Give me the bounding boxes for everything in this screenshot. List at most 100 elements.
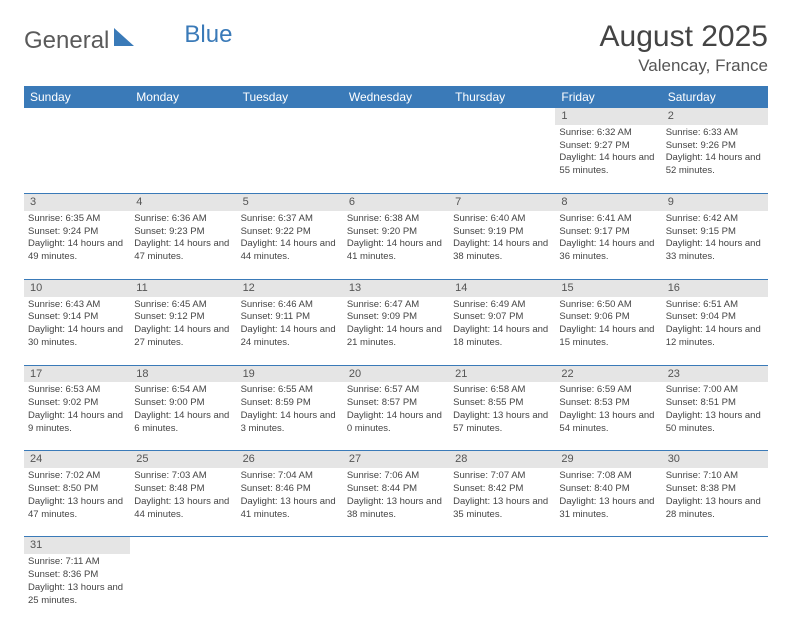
location-label: Valencay, France [600, 56, 768, 76]
day-number-row: 24252627282930 [24, 451, 768, 468]
day-number-cell: 7 [449, 193, 555, 210]
day-cell: Sunrise: 7:04 AMSunset: 8:46 PMDaylight:… [237, 468, 343, 537]
daylight-line: Daylight: 14 hours and 21 minutes. [347, 324, 445, 350]
sunset-line: Sunset: 8:40 PM [559, 483, 657, 496]
daylight-line: Daylight: 14 hours and 47 minutes. [134, 238, 232, 264]
daylight-line: Daylight: 13 hours and 28 minutes. [666, 496, 764, 522]
day-number-cell: 21 [449, 365, 555, 382]
sunrise-line: Sunrise: 6:42 AM [666, 213, 764, 226]
day-number-cell: 11 [130, 279, 236, 296]
day-cell: Sunrise: 6:57 AMSunset: 8:57 PMDaylight:… [343, 382, 449, 451]
daylight-line: Daylight: 13 hours and 41 minutes. [241, 496, 339, 522]
sunrise-line: Sunrise: 7:07 AM [453, 470, 551, 483]
day-cell: Sunrise: 7:02 AMSunset: 8:50 PMDaylight:… [24, 468, 130, 537]
daylight-line: Daylight: 13 hours and 25 minutes. [28, 582, 126, 608]
day-number-cell: 1 [555, 108, 661, 125]
day-number-cell: 8 [555, 193, 661, 210]
day-number-cell: 28 [449, 451, 555, 468]
sunset-line: Sunset: 9:12 PM [134, 311, 232, 324]
sunset-line: Sunset: 9:04 PM [666, 311, 764, 324]
sunset-line: Sunset: 8:36 PM [28, 569, 126, 582]
sunrise-line: Sunrise: 6:58 AM [453, 384, 551, 397]
sunset-line: Sunset: 8:44 PM [347, 483, 445, 496]
sunrise-line: Sunrise: 7:04 AM [241, 470, 339, 483]
sunrise-line: Sunrise: 7:00 AM [666, 384, 764, 397]
daylight-line: Daylight: 13 hours and 31 minutes. [559, 496, 657, 522]
day-number-cell: 5 [237, 193, 343, 210]
day-cell: Sunrise: 6:46 AMSunset: 9:11 PMDaylight:… [237, 297, 343, 366]
daylight-line: Daylight: 14 hours and 36 minutes. [559, 238, 657, 264]
daylight-line: Daylight: 14 hours and 55 minutes. [559, 152, 657, 178]
daylight-line: Daylight: 14 hours and 24 minutes. [241, 324, 339, 350]
sunrise-line: Sunrise: 6:32 AM [559, 127, 657, 140]
sunrise-line: Sunrise: 6:51 AM [666, 299, 764, 312]
day-number-cell: 10 [24, 279, 130, 296]
sunrise-line: Sunrise: 6:37 AM [241, 213, 339, 226]
sunrise-line: Sunrise: 6:49 AM [453, 299, 551, 312]
day-number-cell: 23 [662, 365, 768, 382]
day-number-cell: 16 [662, 279, 768, 296]
sunrise-line: Sunrise: 6:54 AM [134, 384, 232, 397]
day-number-cell: 18 [130, 365, 236, 382]
sunset-line: Sunset: 8:38 PM [666, 483, 764, 496]
day-header: Thursday [449, 86, 555, 108]
sunrise-line: Sunrise: 6:33 AM [666, 127, 764, 140]
sunset-line: Sunset: 9:24 PM [28, 226, 126, 239]
day-header: Friday [555, 86, 661, 108]
daylight-line: Daylight: 13 hours and 54 minutes. [559, 410, 657, 436]
sunset-line: Sunset: 9:26 PM [666, 140, 764, 153]
daylight-line: Daylight: 14 hours and 33 minutes. [666, 238, 764, 264]
day-number-cell [662, 537, 768, 554]
day-header: Tuesday [237, 86, 343, 108]
day-number-cell: 22 [555, 365, 661, 382]
day-number-cell: 2 [662, 108, 768, 125]
day-cell: Sunrise: 6:43 AMSunset: 9:14 PMDaylight:… [24, 297, 130, 366]
day-number-cell [130, 108, 236, 125]
daylight-line: Daylight: 13 hours and 38 minutes. [347, 496, 445, 522]
day-number-cell: 12 [237, 279, 343, 296]
day-header: Saturday [662, 86, 768, 108]
logo: General Blue [24, 26, 232, 55]
day-cell: Sunrise: 6:33 AMSunset: 9:26 PMDaylight:… [662, 125, 768, 194]
sunset-line: Sunset: 9:14 PM [28, 311, 126, 324]
sunset-line: Sunset: 9:06 PM [559, 311, 657, 324]
daylight-line: Daylight: 14 hours and 49 minutes. [28, 238, 126, 264]
day-number-cell: 3 [24, 193, 130, 210]
day-cell: Sunrise: 6:58 AMSunset: 8:55 PMDaylight:… [449, 382, 555, 451]
sunset-line: Sunset: 8:51 PM [666, 397, 764, 410]
daylight-line: Daylight: 14 hours and 12 minutes. [666, 324, 764, 350]
day-number-cell: 25 [130, 451, 236, 468]
calendar-table: SundayMondayTuesdayWednesdayThursdayFrid… [24, 86, 768, 622]
sunset-line: Sunset: 9:22 PM [241, 226, 339, 239]
daylight-line: Daylight: 13 hours and 50 minutes. [666, 410, 764, 436]
day-number-cell: 26 [237, 451, 343, 468]
daylight-line: Daylight: 14 hours and 52 minutes. [666, 152, 764, 178]
daylight-line: Daylight: 13 hours and 35 minutes. [453, 496, 551, 522]
day-cell: Sunrise: 6:50 AMSunset: 9:06 PMDaylight:… [555, 297, 661, 366]
day-number-cell: 29 [555, 451, 661, 468]
daylight-line: Daylight: 14 hours and 27 minutes. [134, 324, 232, 350]
sunrise-line: Sunrise: 6:43 AM [28, 299, 126, 312]
day-cell [24, 125, 130, 194]
title-block: August 2025 Valencay, France [600, 20, 768, 76]
week-row: Sunrise: 6:32 AMSunset: 9:27 PMDaylight:… [24, 125, 768, 194]
day-cell: Sunrise: 6:36 AMSunset: 9:23 PMDaylight:… [130, 211, 236, 280]
daylight-line: Daylight: 13 hours and 57 minutes. [453, 410, 551, 436]
day-cell: Sunrise: 6:37 AMSunset: 9:22 PMDaylight:… [237, 211, 343, 280]
logo-text-general: General [24, 27, 109, 55]
sunset-line: Sunset: 8:42 PM [453, 483, 551, 496]
day-number-cell: 9 [662, 193, 768, 210]
week-row: Sunrise: 7:02 AMSunset: 8:50 PMDaylight:… [24, 468, 768, 537]
sunrise-line: Sunrise: 6:55 AM [241, 384, 339, 397]
day-cell: Sunrise: 6:53 AMSunset: 9:02 PMDaylight:… [24, 382, 130, 451]
day-number-cell: 14 [449, 279, 555, 296]
daylight-line: Daylight: 14 hours and 6 minutes. [134, 410, 232, 436]
sunrise-line: Sunrise: 7:11 AM [28, 556, 126, 569]
logo-text-blue: Blue [184, 21, 232, 49]
daylight-line: Daylight: 13 hours and 47 minutes. [28, 496, 126, 522]
day-cell: Sunrise: 7:08 AMSunset: 8:40 PMDaylight:… [555, 468, 661, 537]
sunrise-line: Sunrise: 6:40 AM [453, 213, 551, 226]
sunset-line: Sunset: 8:59 PM [241, 397, 339, 410]
page-header: General Blue August 2025 Valencay, Franc… [24, 20, 768, 76]
sunrise-line: Sunrise: 7:02 AM [28, 470, 126, 483]
